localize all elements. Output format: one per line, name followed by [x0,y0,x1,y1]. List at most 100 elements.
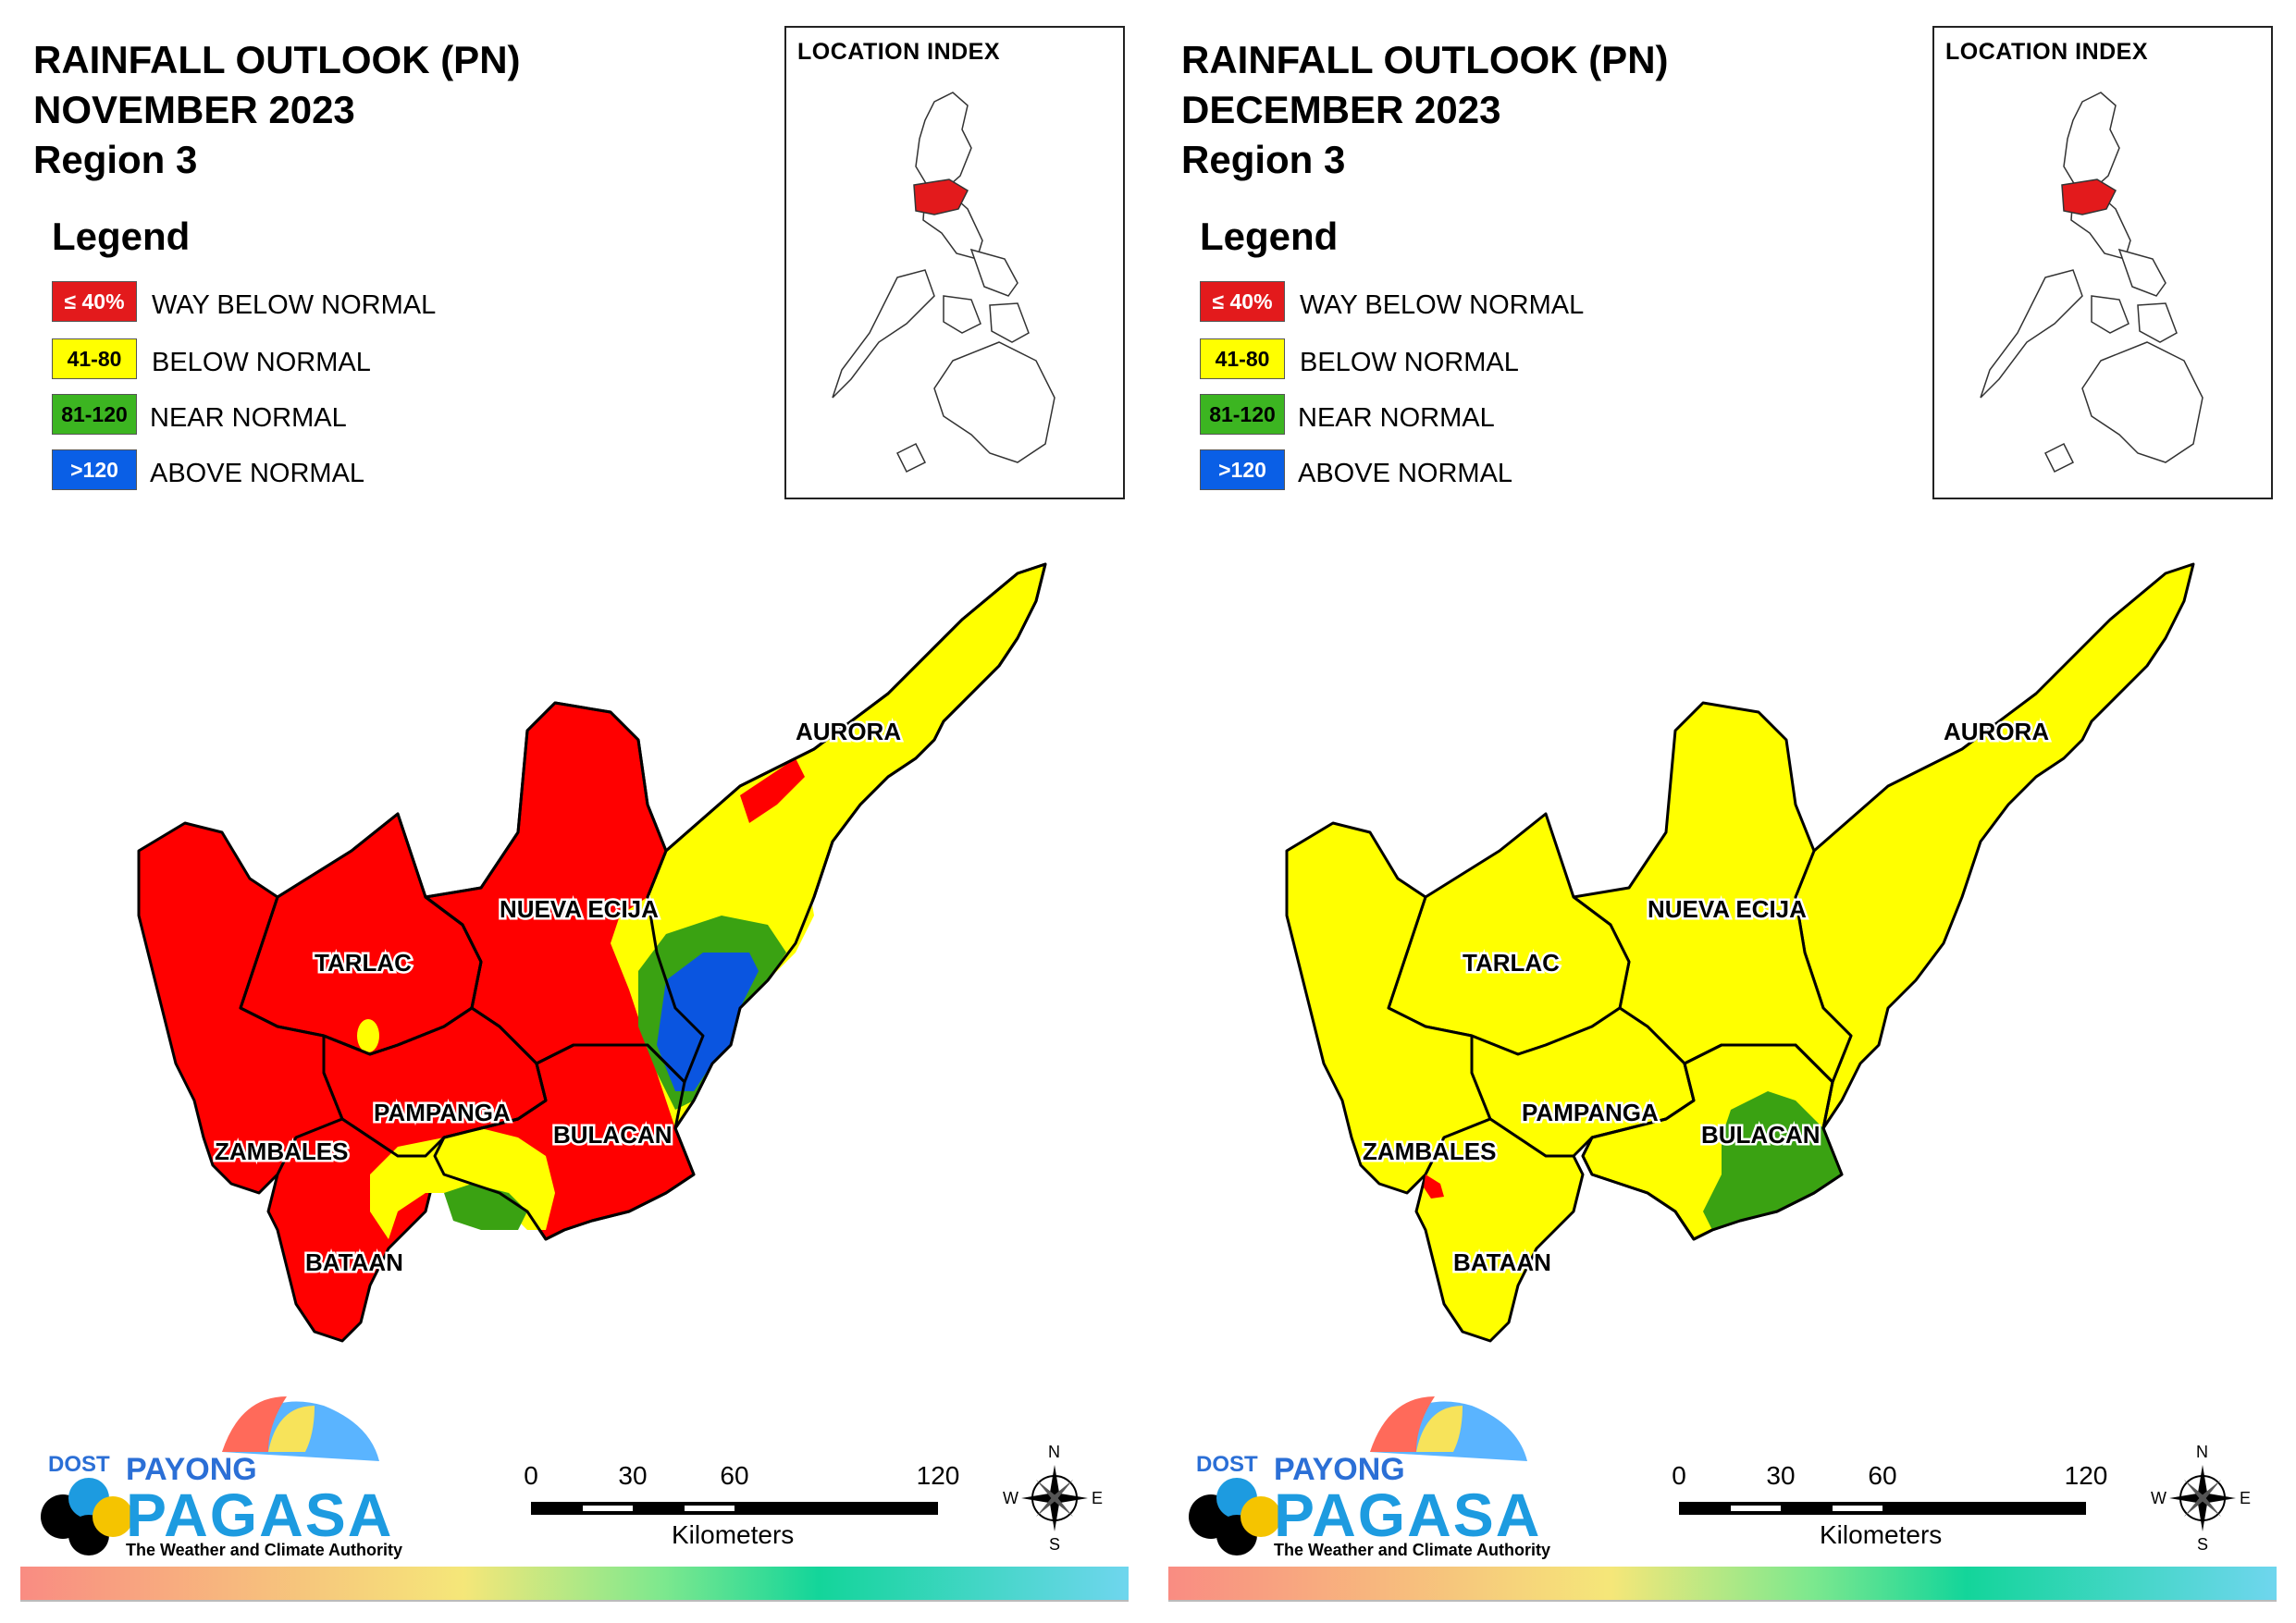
legend-heading: Legend [52,215,191,258]
scale-tick-30: 30 [1766,1461,1796,1490]
label-bataan: BATAAN [1453,1248,1551,1276]
scale-tick-120: 120 [916,1461,960,1490]
scale-bar-graphic [531,1502,938,1515]
label-nueva-ecija: NUEVA ECIJA [1648,895,1807,923]
compass-s: S [2197,1535,2209,1554]
map-title: RAINFALL OUTLOOK (PN) DECEMBER 2023 Regi… [1181,35,1669,185]
region-3-highlight [2061,178,2117,215]
label-tarlac: TARLAC [315,949,412,977]
yellow-spot-tarlac [357,1019,379,1052]
legend-label: ABOVE NORMAL [150,459,365,488]
blue-zone-east [657,953,759,1091]
footer-gradient-bar [20,1567,1129,1600]
logo-tagline: The Weather and Climate Authority [126,1541,403,1559]
legend-label: WAY BELOW NORMAL [1300,290,1585,320]
map-title: RAINFALL OUTLOOK (PN) NOVEMBER 2023 Regi… [33,35,521,185]
legend-label: BELOW NORMAL [152,348,371,377]
legend-swatch: >120 [1200,449,1285,490]
legend-label: NEAR NORMAL [1298,403,1495,433]
title-line-1: RAINFALL OUTLOOK (PN) [1181,38,1669,81]
legend-label: ABOVE NORMAL [1298,459,1513,488]
scale-unit: Kilometers [672,1520,795,1549]
province-tarlac [1387,812,1631,1056]
location-index-inset: LOCATION INDEX [784,26,1125,499]
label-aurora: AURORA [796,718,901,745]
compass-w: W [2151,1489,2166,1507]
green-zone-south [444,1184,527,1230]
title-line-2: NOVEMBER 2023 [33,88,355,131]
philippines-outline-map [1980,92,2203,473]
compass-s: S [1049,1535,1061,1554]
compass-e: E [1092,1489,1104,1507]
legend-label: NEAR NORMAL [150,403,347,433]
footer-line [1168,1600,2277,1602]
scale-unit: Kilometers [1820,1520,1943,1549]
umbrella-icon [1189,1396,1527,1555]
label-bataan: BATAAN [305,1248,403,1276]
footer-gradient-bar [1168,1567,2277,1600]
location-index-label: LOCATION INDEX [797,39,1001,65]
legend-label: BELOW NORMAL [1300,348,1519,377]
scale-bar: 0 30 60 120 Kilometers [1672,1461,2107,1563]
scale-tick-0: 0 [1672,1461,1686,1490]
footer-line [20,1600,1129,1602]
label-aurora: AURORA [1944,718,2049,745]
legend-swatch: 81-120 [52,394,137,435]
region-3-map: AURORA NUEVA ECIJA TARLAC PAMPANGA BULAC… [137,562,1047,1343]
compass-n: N [2196,1443,2208,1461]
december-panel: RAINFALL OUTLOOK (PN) DECEMBER 2023 Regi… [1148,0,2296,1623]
philippines-outline-map [832,92,1055,473]
scale-tick-60: 60 [720,1461,749,1490]
legend-label: WAY BELOW NORMAL [152,290,437,320]
label-bulacan: BULACAN [1701,1121,1821,1149]
scale-tick-0: 0 [524,1461,538,1490]
label-pampanga: PAMPANGA [374,1099,511,1126]
label-bulacan: BULACAN [553,1121,673,1149]
label-nueva-ecija: NUEVA ECIJA [500,895,659,923]
legend-swatch: >120 [52,449,137,490]
legend-heading: Legend [1200,215,1339,258]
label-zambales: ZAMBALES [1363,1137,1496,1165]
scale-bar: 0 30 60 120 Kilometers [524,1461,959,1563]
outlook-overlays [357,758,814,1239]
logo-dost-text: DOST [1196,1452,1258,1477]
scale-bar-graphic [1679,1502,2086,1515]
label-pampanga: PAMPANGA [1522,1099,1659,1126]
location-index-inset: LOCATION INDEX [1932,26,2273,499]
label-tarlac: TARLAC [1463,949,1560,977]
title-line-3: Region 3 [33,138,198,181]
title-line-2: DECEMBER 2023 [1181,88,1501,131]
logo-dost-text: DOST [48,1452,110,1477]
title-line-3: Region 3 [1181,138,1346,181]
legend-swatch: 41-80 [1200,338,1285,379]
region-3-map: AURORA NUEVA ECIJA TARLAC PAMPANGA BULAC… [1285,562,2195,1343]
legend-swatch: ≤ 40% [52,281,137,322]
red-zone-aurora-tip [740,758,805,823]
logo-payong-text: PAYONG [126,1452,257,1487]
november-panel: RAINFALL OUTLOOK (PN) NOVEMBER 2023 Regi… [20,26,1129,1602]
compass-rose: N S E W [2151,1443,2252,1554]
logo-pagasa-text: PAGASA [1274,1481,1542,1549]
compass-e: E [2240,1489,2252,1507]
scale-tick-30: 30 [618,1461,648,1490]
compass-icon [2169,1465,2236,1531]
logo-payong-text: PAYONG [1274,1452,1405,1487]
province-tarlac [239,812,483,1056]
red-spot-zambales [1424,1174,1444,1199]
legend-swatch: ≤ 40% [1200,281,1285,322]
pagasa-logo: DOST PAYONG PAGASA The Weather and Clima… [1185,1387,1550,1572]
province-aurora [1794,562,2195,1130]
compass-n: N [1048,1443,1060,1461]
legend-swatch: 41-80 [52,338,137,379]
region-3-highlight [913,178,969,215]
umbrella-icon [41,1396,379,1555]
province-bataan [1414,1117,1585,1343]
location-index-label: LOCATION INDEX [1945,39,2149,65]
pagasa-logo: DOST PAYONG PAGASA The Weather and Clima… [37,1387,402,1572]
compass-w: W [1003,1489,1018,1507]
logo-tagline: The Weather and Climate Authority [1274,1541,1551,1559]
scale-tick-60: 60 [1868,1461,1897,1490]
legend-swatch: 81-120 [1200,394,1285,435]
compass-rose: N S E W [1003,1443,1104,1554]
label-zambales: ZAMBALES [215,1137,348,1165]
